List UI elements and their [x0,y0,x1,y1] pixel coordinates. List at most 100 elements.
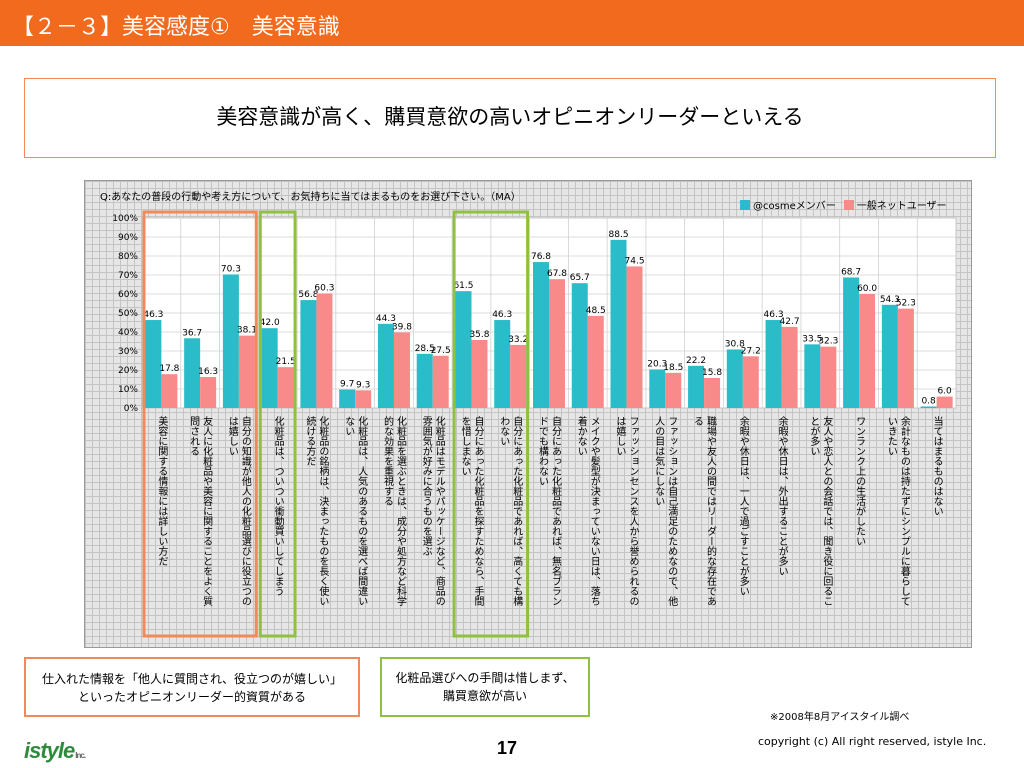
note1-line1: 仕入れた情報を「他人に質問され、役立つのが嬉しい」 [41,672,343,686]
category-label: 友人に化粧品や美容に関することをよく質 [201,415,213,607]
category-label-cont: は嬉しい [614,416,626,456]
bar-cosme [145,320,162,408]
category-label: 自分の知識が他人の化粧品選びに役立つの [239,415,251,606]
data-label: 52.3 [896,299,916,309]
legend-swatch-general [843,199,854,210]
bar-cosme [571,283,588,408]
note1-line2: といったオピニオンリーダー的資質がある [77,690,306,704]
headline-box: 美容意識が高く、購買意欲の高いオピニオンリーダーといえる [24,78,996,158]
y-tick-label: 60% [118,290,138,300]
bar-cosme [881,304,898,408]
y-tick-label: 20% [118,366,138,376]
data-label: 74.5 [625,256,645,266]
data-label: 67.8 [547,269,567,279]
bar-general [316,293,333,408]
category-label-cont: 的な効果を重視する [381,415,393,506]
category-label: 化粧品は、人気のあるものを選べば間違い [356,415,368,606]
bar-general [277,367,294,408]
bar-general [626,266,643,408]
y-tick-label: 80% [118,252,138,262]
bar-cosme [804,344,821,408]
bar-cosme [222,274,239,408]
bar-general [704,377,721,408]
category-label-cont: いきたい [885,416,896,456]
data-label: 42.7 [780,317,800,327]
data-label: 60.3 [314,283,334,293]
bar-general [936,396,953,408]
bar-cosme [765,320,782,408]
data-label: 30.8 [725,339,745,349]
data-label: 46.3 [492,310,512,320]
y-tick-label: 100% [112,214,138,224]
y-tick-label: 90% [118,233,138,243]
istyle-logo: istyleInc. [24,738,86,764]
data-label: 28.5 [415,344,435,354]
data-label: 88.5 [609,230,629,240]
category-label-cont: ない [343,416,354,436]
data-label: 56.8 [298,290,318,300]
bar-general [432,355,449,408]
data-label: 17.8 [159,364,179,374]
category-label-cont: 問される [188,416,200,456]
bar-cosme [184,338,201,408]
bar-general [393,332,410,408]
source-note: ※2008年8月アイスタイル調べ [770,712,910,723]
data-label: 61.5 [453,281,473,291]
category-label: ワンランク上の生活がしたい [854,416,866,546]
survey-question: Q:あなたの普段の行動や考え方について、お気持ちに当てはまるものをお選び下さい。… [100,192,521,203]
category-label: ファッションセンスを人から誉められるの [627,416,639,606]
data-label: 6.0 [937,387,952,397]
data-label: 20.3 [647,359,667,369]
category-label-cont: 着かない [575,415,587,456]
data-label: 76.8 [531,252,551,262]
y-tick-label: 70% [118,271,138,281]
bar-general [200,377,217,408]
data-label: 48.5 [586,306,606,316]
bar-cosme [416,353,433,408]
data-label: 0.8 [921,396,936,406]
note2-line2: 購買意欲が高い [442,689,527,703]
category-label-cont: 人の目は気にしない [653,416,665,506]
category-label: 化粧品を選ぶときは、成分や処方など科学 [394,415,406,606]
bar-cosme [726,349,743,408]
bar-general [471,339,488,408]
highlight-box-green [452,210,530,638]
category-label: 化粧品の銘柄は、決まったものを長く使い [317,415,329,606]
data-label: 27.5 [431,346,451,356]
data-label: 42.0 [260,318,280,328]
note-purchase-intent: 化粧品選びへの手間は惜しまず、 購買意欲が高い [380,657,590,717]
data-label: 60.0 [857,284,877,294]
data-label: 36.7 [182,328,202,338]
y-tick-label: 0% [124,404,139,414]
data-label: 46.3 [764,310,784,320]
bar-cosme [920,406,937,408]
data-label: 21.5 [276,357,296,367]
data-label: 18.5 [663,363,683,373]
legend-swatch-cosme [740,199,750,210]
bar-cosme [533,262,549,408]
bar-cosme [649,369,666,408]
bar-general [510,344,527,408]
data-label: 15.8 [702,368,722,378]
data-label: 33.5 [802,334,822,344]
bar-general [238,335,255,408]
category-label-cont: る [692,416,703,426]
bar-cosme [455,291,472,408]
data-label: 22.2 [686,356,706,366]
category-label: ファッションは自己満足のためなので、他 [666,416,678,607]
data-label: 27.2 [741,346,761,356]
data-label: 54.3 [880,295,900,305]
category-label: 化粧品はモデルやパッケージなど、商品の [433,415,445,606]
category-label: 余計なものは持たずにシンプルに暮らして [898,415,910,606]
bar-general [859,294,876,408]
bar-cosme [377,323,394,408]
bar-cosme [300,300,317,408]
category-label: 友人や恋人との会話では、聞き役に回るこ [821,415,833,606]
category-label-cont: ドでも構わない [537,416,549,486]
data-label: 9.3 [356,380,370,390]
category-label: 美容に関する情報には詳しい方だ [156,415,168,566]
bar-cosme [339,389,356,408]
legend-label-general: 一般ネットユーザー [856,201,947,212]
bar-general [665,372,682,408]
legend-item-cosme: @cosmeメンバー [740,197,836,212]
